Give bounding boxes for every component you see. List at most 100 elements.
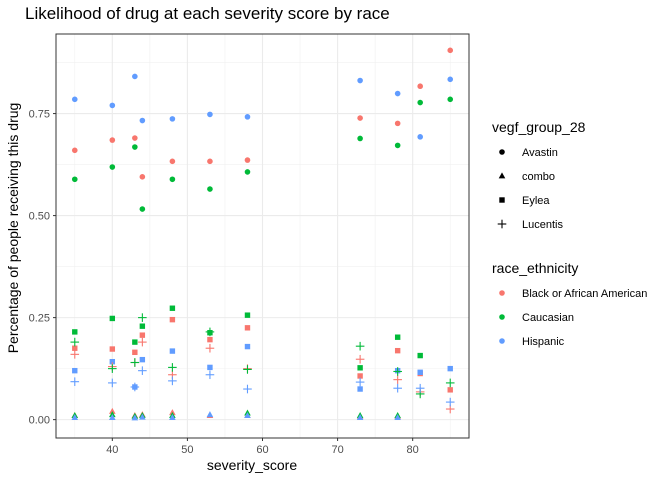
data-point xyxy=(394,90,401,97)
data-point xyxy=(168,376,177,386)
data-point xyxy=(169,176,176,183)
y-tick-label: 0.50 xyxy=(29,211,50,223)
data-point xyxy=(132,339,138,345)
data-point xyxy=(355,354,365,364)
data-point xyxy=(357,373,363,379)
data-point xyxy=(109,164,116,170)
data-point xyxy=(71,176,78,183)
legend-key-color xyxy=(499,290,505,296)
data-point xyxy=(132,349,138,356)
data-point xyxy=(132,135,138,141)
x-axis-ticks: 40 50 60 70 80 xyxy=(106,438,419,456)
color-legend: Black or African American Caucasian Hispan… xyxy=(499,288,647,348)
data-point xyxy=(445,397,455,407)
legend-label: Black or African American xyxy=(522,288,647,300)
data-point xyxy=(70,377,80,386)
data-point xyxy=(132,144,138,150)
data-point xyxy=(132,73,138,80)
legend-label: Avastin xyxy=(522,147,558,159)
y-axis-title: Percentage of people receiving this drug xyxy=(5,103,21,354)
data-point xyxy=(138,313,147,322)
legend-label: Eylea xyxy=(522,195,550,207)
data-point xyxy=(139,332,146,338)
data-point xyxy=(417,134,423,140)
legend-label: Caucasian xyxy=(522,312,574,324)
data-point xyxy=(447,47,454,54)
chart-title: Likelihood of drug at each severity scor… xyxy=(25,4,390,23)
data-point xyxy=(138,337,147,347)
data-point xyxy=(169,116,176,122)
data-point xyxy=(72,345,78,351)
data-point xyxy=(244,325,251,331)
data-point xyxy=(139,174,146,180)
data-point xyxy=(393,375,402,384)
data-point xyxy=(206,411,214,418)
data-point xyxy=(417,99,423,106)
data-point xyxy=(445,378,455,388)
data-point xyxy=(417,352,423,359)
data-point xyxy=(109,358,116,365)
y-tick-label: 0.75 xyxy=(29,109,50,121)
data-point xyxy=(139,356,146,363)
data-point xyxy=(109,102,116,109)
data-point xyxy=(447,96,454,103)
data-point xyxy=(393,383,402,393)
shape-legend-title: vegf_group_28 xyxy=(492,119,586,135)
data-point xyxy=(244,343,251,350)
color-legend-title: race_ethnicity xyxy=(492,260,578,276)
y-axis-ticks: 0.00 0.25 0.50 0.75 xyxy=(29,109,56,427)
data-point xyxy=(169,348,176,354)
data-point xyxy=(139,117,146,124)
data-point xyxy=(207,111,213,118)
data-point xyxy=(357,365,363,371)
data-point xyxy=(207,186,213,192)
x-tick-label: 80 xyxy=(407,444,419,456)
data-point xyxy=(169,305,176,311)
data-point xyxy=(138,366,147,375)
data-point xyxy=(243,384,252,394)
data-point xyxy=(357,386,363,392)
legend-key-plus xyxy=(497,219,507,229)
data-point xyxy=(394,413,401,420)
x-tick-label: 40 xyxy=(106,444,118,456)
legend-label: combo xyxy=(522,171,555,183)
data-point xyxy=(109,137,116,143)
data-point xyxy=(72,329,78,335)
legend-key-color xyxy=(499,338,505,344)
legend-key-color xyxy=(499,314,505,320)
data-point xyxy=(139,413,146,420)
data-point xyxy=(243,365,252,374)
data-point xyxy=(394,142,401,149)
data-point xyxy=(130,358,140,367)
data-point xyxy=(244,157,251,163)
data-point xyxy=(357,135,363,142)
data-point xyxy=(244,169,251,175)
data-point xyxy=(447,365,453,372)
data-point xyxy=(169,158,176,165)
data-point xyxy=(207,158,213,165)
data-point xyxy=(70,337,80,347)
data-point xyxy=(108,364,117,373)
shape-legend: Avastin combo Eylea Lucentis xyxy=(497,147,563,231)
data-point xyxy=(130,382,140,392)
data-point xyxy=(394,347,401,354)
x-axis-title: severity_score xyxy=(207,457,297,473)
data-point xyxy=(71,147,78,154)
data-point xyxy=(357,77,363,84)
data-point xyxy=(355,377,365,387)
data-point xyxy=(72,367,78,374)
data-point xyxy=(394,120,401,127)
data-point xyxy=(244,411,251,418)
data-point xyxy=(205,327,215,337)
data-point xyxy=(169,316,176,323)
data-point xyxy=(356,413,364,420)
data-point xyxy=(357,115,363,121)
data-point xyxy=(71,413,79,420)
x-tick-label: 70 xyxy=(331,444,343,456)
legend-label: Lucentis xyxy=(522,219,563,231)
data-point xyxy=(131,414,139,421)
data-point xyxy=(109,346,116,352)
data-point xyxy=(393,367,402,376)
data-point xyxy=(108,378,117,388)
